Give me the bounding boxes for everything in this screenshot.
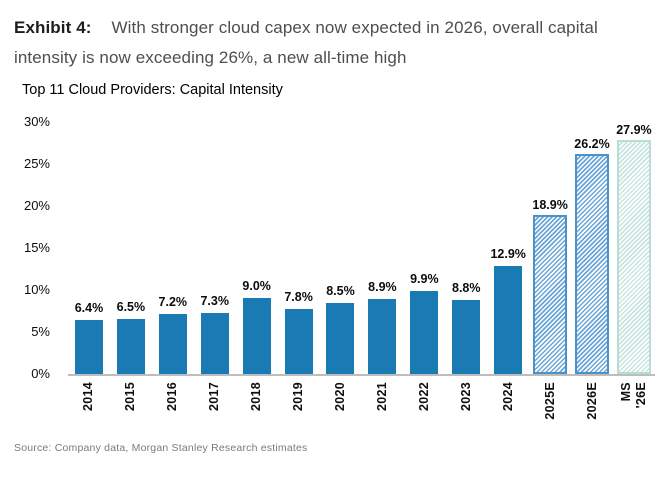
x-tick-label-2025E: 2025E: [542, 382, 557, 420]
bar-2019: 7.8%: [284, 290, 313, 374]
y-tick-label-10pct: 10%: [23, 282, 50, 297]
x-tick-label-2022: 2022: [416, 382, 431, 412]
y-tick-label-25pct: 25%: [23, 156, 50, 171]
bar-slot-2017: 7.3%: [194, 294, 236, 374]
y-tick-label-20pct: 20%: [23, 198, 50, 213]
exhibit-number: Exhibit 4:: [14, 18, 92, 37]
x-tick-label-2018: 2018: [249, 382, 264, 412]
x-tick-label-2017: 2017: [207, 382, 222, 412]
x-tick-cell-MS-26E: MS '26E: [613, 376, 655, 438]
bar-slot-2026E: 26.2%: [571, 137, 613, 374]
bar-slot-2024: 12.9%: [487, 247, 529, 374]
x-tick-cell-2021: 2021: [361, 376, 403, 438]
x-tick-cell-2023: 2023: [445, 376, 487, 438]
bar-slot-2021: 8.9%: [361, 280, 403, 374]
bar-2023: 8.8%: [452, 281, 481, 374]
bar-2025E: 18.9%: [532, 198, 568, 374]
bar-value-label-2017: 7.3%: [200, 293, 229, 308]
bar-chart: 30% 25% 20% 15% 10% 5% 0% 6.4% 6.5% 7.2% 7.3% 9.0%…: [0, 114, 660, 438]
bar-value-label-2021: 8.9%: [368, 280, 397, 295]
y-tick-label-30pct: 30%: [23, 114, 50, 129]
bar-2016: 7.2%: [159, 295, 187, 374]
bar-2026E: 26.2%: [574, 137, 610, 374]
x-tick-label-2020: 2020: [332, 382, 347, 412]
x-tick-cell-2017: 2017: [194, 376, 236, 438]
bar-value-label-2015: 6.5%: [116, 300, 146, 315]
x-tick-cell-2020: 2020: [320, 376, 362, 438]
bar-value-label-2024: 12.9%: [490, 246, 526, 261]
x-tick-label-2019: 2019: [291, 382, 306, 412]
x-tick-label-2015: 2015: [123, 382, 138, 412]
exhibit-header: Exhibit 4: With stronger cloud capex now …: [0, 0, 660, 73]
bar-2018: 9.0%: [242, 279, 271, 374]
x-tick-label-MS-26E: MS '26E: [618, 382, 648, 409]
bar-slot-2022: 9.9%: [403, 272, 445, 374]
x-tick-cell-2025E: 2025E: [529, 376, 571, 438]
bar-value-label-2019: 7.8%: [284, 289, 313, 304]
bar-slot-2020: 8.5%: [320, 284, 362, 374]
bar-value-label-2020: 8.5%: [326, 283, 355, 298]
bar-slot-2023: 8.8%: [445, 281, 487, 374]
x-tick-cell-2026E: 2026E: [571, 376, 613, 438]
x-tick-cell-2018: 2018: [236, 376, 278, 438]
x-tick-label-2014: 2014: [81, 382, 96, 412]
y-tick-label-0pct: 0%: [31, 366, 50, 381]
bar-2021: 8.9%: [368, 280, 397, 374]
x-axis: 2014 2015 2016 2017 2018 2019 2020 2021 2022 2023…: [68, 376, 655, 438]
bar-value-label-2022: 9.9%: [410, 271, 439, 286]
x-tick-cell-2014: 2014: [68, 376, 110, 438]
bar-2020: 8.5%: [326, 284, 355, 374]
bar-2022: 9.9%: [410, 272, 439, 374]
x-tick-cell-2015: 2015: [110, 376, 152, 438]
chart-title: Top 11 Cloud Providers: Capital Intensit…: [22, 82, 283, 98]
bar-MS-26E: 27.9%: [616, 123, 652, 374]
bar-slot-2018: 9.0%: [236, 279, 278, 374]
y-tick-label-5pct: 5%: [31, 324, 50, 339]
exhibit-caption: With stronger cloud capex now expected i…: [14, 18, 598, 67]
x-tick-label-2024: 2024: [500, 382, 515, 412]
bar-slot-2015: 6.5%: [110, 300, 152, 374]
bar-2014: 6.4%: [75, 301, 103, 374]
source-note: Source: Company data, Morgan Stanley Res…: [14, 442, 308, 454]
y-axis: 30% 25% 20% 15% 10% 5% 0%: [0, 114, 58, 381]
bar-2015: 6.5%: [117, 300, 145, 374]
bar-slot-2019: 7.8%: [278, 290, 320, 374]
x-tick-cell-2016: 2016: [152, 376, 194, 438]
bar-value-label-2016: 7.2%: [158, 294, 188, 309]
bars-container: 6.4% 6.5% 7.2% 7.3% 9.0% 7.8% 8.5% 8.9% 9.9% 8.8%…: [68, 122, 655, 374]
bar-value-label-2018: 9.0%: [242, 279, 271, 294]
x-tick-label-2026E: 2026E: [584, 382, 599, 420]
chart-plot-area: 6.4% 6.5% 7.2% 7.3% 9.0% 7.8% 8.5% 8.9% 9.9% 8.8%…: [68, 122, 655, 376]
bar-slot-2025E: 18.9%: [529, 198, 571, 374]
bar-2024: 12.9%: [490, 247, 526, 374]
bar-value-label-MS-26E: 27.9%: [616, 122, 652, 137]
bar-slot-MS-26E: 27.9%: [613, 123, 655, 374]
bar-2017: 7.3%: [200, 294, 229, 374]
bar-value-label-2025E: 18.9%: [532, 198, 568, 213]
x-tick-label-2021: 2021: [374, 382, 389, 412]
bar-slot-2014: 6.4%: [68, 301, 110, 374]
x-tick-label-2023: 2023: [458, 382, 473, 412]
x-tick-cell-2024: 2024: [487, 376, 529, 438]
bar-slot-2016: 7.2%: [152, 295, 194, 374]
bar-value-label-2023: 8.8%: [452, 281, 481, 296]
x-tick-label-2016: 2016: [165, 382, 180, 412]
y-tick-label-15pct: 15%: [23, 240, 50, 255]
x-tick-cell-2019: 2019: [278, 376, 320, 438]
x-tick-cell-2022: 2022: [403, 376, 445, 438]
bar-value-label-2026E: 26.2%: [574, 136, 610, 151]
bar-value-label-2014: 6.4%: [74, 301, 104, 316]
